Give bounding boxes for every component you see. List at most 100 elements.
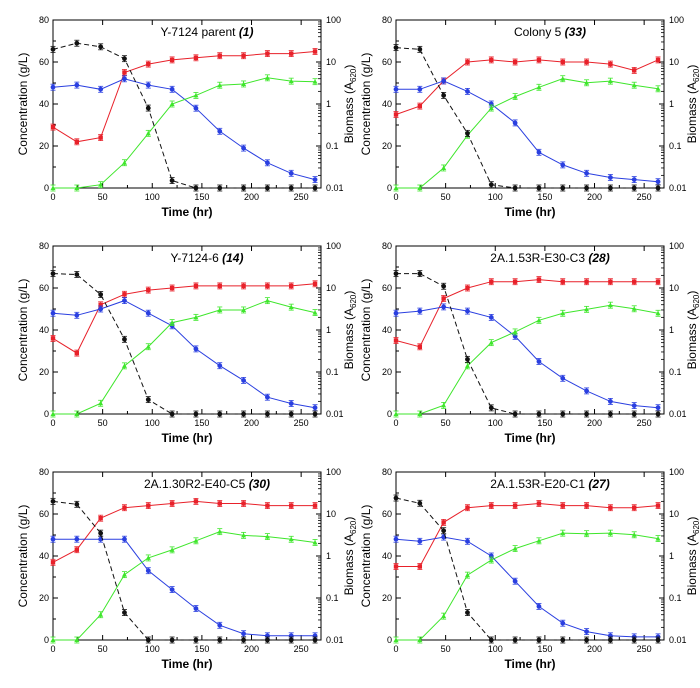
series-line-green [396,78,659,189]
data-point-blue [169,86,175,92]
x-tick-label: 150 [537,192,552,202]
data-point-black [512,637,518,643]
data-point-green [464,572,470,578]
data-point-black [608,185,613,191]
data-point-green [464,363,470,368]
data-point-red [146,503,151,508]
data-point-red [217,283,222,289]
data-point-black [169,411,175,417]
data-point-green [169,547,175,552]
plot-frame [395,245,665,415]
data-point-green [288,78,294,84]
data-point-blue [655,179,661,185]
x-axis-label: Time (hr) [504,657,555,671]
data-point-red [417,564,423,569]
y2-tick-label: 0.01 [326,635,344,645]
data-point-green [193,314,199,320]
data-point-blue [560,620,566,626]
data-point-blue [193,606,199,611]
data-point-red [489,279,494,284]
data-point-red [289,51,294,56]
series-blue [393,77,661,186]
data-point-blue [441,304,447,310]
y2-axis-label-close: ) [685,291,699,295]
data-point-red [655,503,661,508]
data-point-blue [393,310,399,316]
data-point-blue [465,538,470,544]
data-point-red [608,505,613,510]
data-point-black [631,185,637,191]
y2-tick-label: 0.01 [669,183,687,193]
panel-title: Y-7124-6 (14) [171,251,244,265]
y2-tick-label: 1 [326,325,331,335]
data-point-black [288,185,294,191]
data-point-red [98,135,103,140]
data-point-red [265,503,270,508]
x-tick-label: 200 [587,192,602,202]
data-point-red [122,505,127,510]
y2-tick-label: 10 [669,283,679,293]
data-point-green [288,536,294,542]
data-point-blue [145,82,151,88]
data-point-green [393,411,399,416]
y2-axis-label-subscript: 620 [692,294,700,308]
series-line-green [53,300,316,415]
data-point-green [312,539,318,545]
data-point-green [441,402,447,408]
x-tick-label: 50 [98,192,108,202]
x-axis-label: Time (hr) [504,205,555,219]
series-blue [50,535,318,640]
data-point-black [488,405,494,411]
y2-axis-label-main: Biomass (A [685,308,699,369]
data-point-blue [536,604,542,609]
series-black [50,497,318,644]
y-tick-label: 60 [39,509,49,519]
data-point-blue [50,84,56,90]
x-tick-label: 50 [441,644,451,654]
data-point-black [288,411,294,417]
data-point-red [98,516,103,521]
data-point-black [441,93,447,98]
data-point-red [74,139,80,144]
data-point-red [50,124,56,130]
data-point-green [536,317,542,323]
data-point-red [169,501,175,506]
data-point-black [217,637,223,643]
y2-tick-label: 1 [326,551,331,561]
y2-tick-label: 10 [669,509,679,519]
data-point-blue [512,578,518,584]
data-point-green [655,86,661,91]
data-point-red [265,283,270,289]
x-tick-label: 200 [244,192,259,202]
data-point-red [169,57,175,63]
y-tick-label: 80 [382,467,392,477]
series-green [393,529,661,644]
y-tick-label: 20 [382,367,392,377]
y2-tick-label: 100 [326,15,341,25]
data-point-green [441,613,447,619]
data-point-green [264,298,270,303]
data-point-blue [241,631,246,637]
data-point-red [146,287,151,293]
data-point-green [50,185,56,190]
x-tick-label: 50 [441,418,451,428]
y-axis-label: Concentration (g/L) [16,53,30,156]
data-point-green [312,79,318,84]
data-point-green [536,538,542,543]
series-red [50,497,318,566]
series-blue [393,533,661,641]
data-point-green [631,532,637,537]
y2-tick-label: 0.1 [326,367,339,377]
x-tick-label: 150 [194,418,209,428]
panel-title-name: 2A.1.53R-E20-C1 [490,477,588,491]
data-point-black [536,411,542,417]
data-point-black [98,530,104,536]
y-axis-label: Concentration (g/L) [359,53,373,156]
data-point-blue [74,536,80,542]
series-green [50,297,318,418]
data-point-blue [312,405,318,411]
x-tick-label: 250 [294,644,309,654]
y-tick-label: 0 [387,635,392,645]
y2-axis-label: Biomass (A620) [685,65,700,144]
y-tick-label: 0 [387,183,392,193]
